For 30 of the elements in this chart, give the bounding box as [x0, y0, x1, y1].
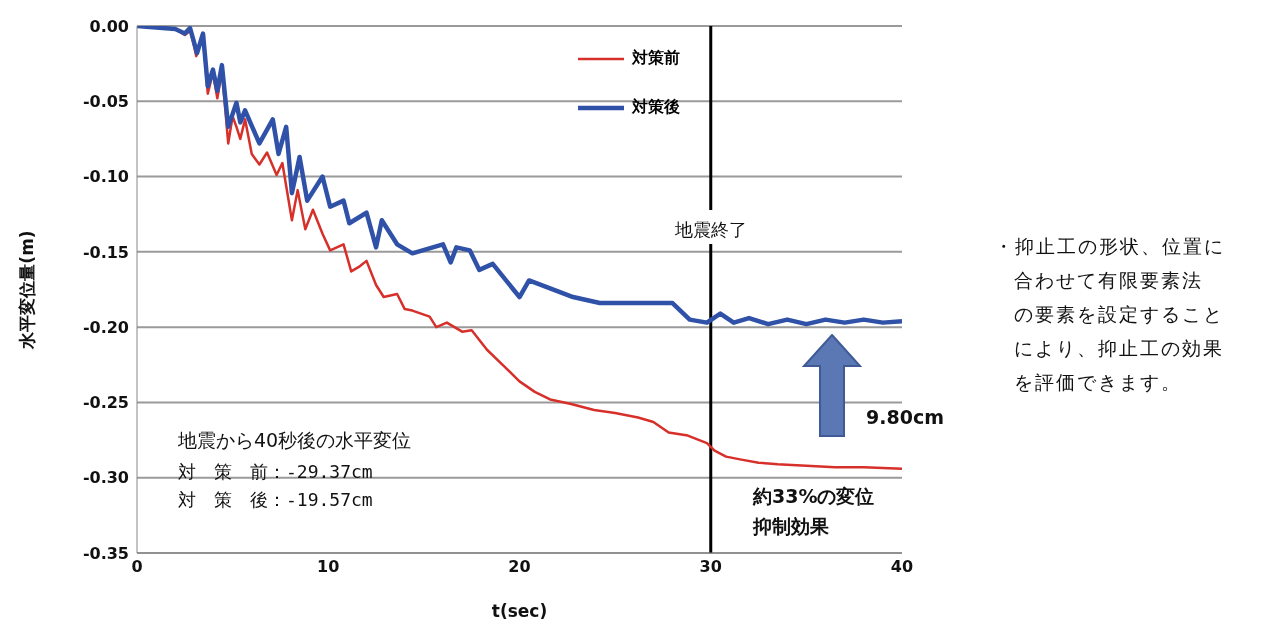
- legend-label: 対策後: [632, 97, 680, 118]
- y-tick-label: -0.25: [82, 393, 129, 413]
- x-tick-label: 40: [890, 557, 914, 577]
- x-axis-title: t(sec): [491, 601, 548, 621]
- x-tick-label: 20: [508, 557, 531, 577]
- ref-line-label: 地震終了: [673, 219, 747, 240]
- annotation: 9.80cm: [866, 406, 944, 428]
- text: ・抑止工の形状、位置に: [994, 234, 1225, 259]
- x-tick-label: 30: [699, 557, 722, 577]
- annotation: 対 策 前：-29.37cm: [178, 460, 373, 484]
- y-tick-label: -0.35: [82, 543, 129, 563]
- annotation: 地震から40秒後の水平変位: [178, 428, 412, 453]
- annotation: 対 策 後：-19.57cm: [178, 488, 373, 512]
- legend-label: 対策前: [632, 48, 680, 69]
- annotation: 抑制効果: [753, 514, 829, 539]
- y-tick-label: -0.15: [82, 242, 129, 262]
- y-tick-label: -0.10: [82, 167, 129, 187]
- y-tick-label: 0.00: [89, 16, 129, 36]
- y-tick-label: -0.20: [82, 317, 129, 337]
- annotation: 約33%の変位: [753, 484, 875, 509]
- text: 合わせて有限要素法: [1014, 268, 1203, 293]
- y-axis-title: 水平変位量(m): [17, 230, 38, 350]
- y-tick-label: -0.05: [82, 91, 129, 111]
- text: の要素を設定すること: [1014, 302, 1224, 327]
- y-tick-label: -0.30: [82, 468, 129, 488]
- x-tick-label: 0: [131, 557, 143, 577]
- text: により、抑止工の効果: [1014, 336, 1224, 361]
- x-tick-label: 10: [317, 557, 340, 577]
- line-series: [137, 26, 902, 327]
- text: を評価できます。: [1014, 370, 1182, 395]
